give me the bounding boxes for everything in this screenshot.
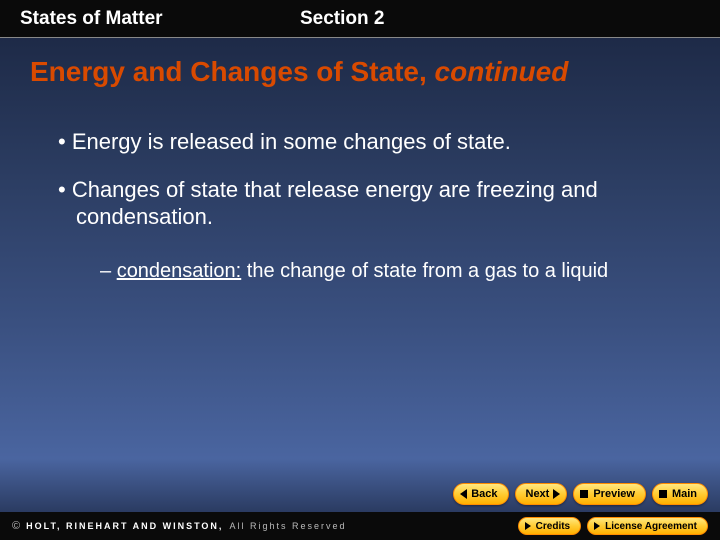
footer-bar: © HOLT, RINEHART AND WINSTON, All Rights… <box>0 512 720 540</box>
header-bar: States of Matter Section 2 <box>0 0 720 38</box>
main-icon <box>659 490 667 498</box>
back-label: Back <box>471 488 497 500</box>
heading-main: Energy and Changes of State, <box>30 56 435 87</box>
back-button[interactable]: Back <box>453 483 508 505</box>
section-label: Section 2 <box>300 8 384 30</box>
footer-buttons: Credits License Agreement <box>518 517 708 535</box>
term-condensation: condensation: <box>117 260 242 282</box>
back-arrow-icon <box>460 489 467 499</box>
term-definition: the change of state from a gas to a liqu… <box>241 260 608 282</box>
heading-wrap: Energy and Changes of State, continued <box>0 38 720 98</box>
content-area: Energy is released in some changes of st… <box>0 98 720 284</box>
heading-continued: continued <box>435 56 569 87</box>
copyright-icon: © <box>12 520 20 532</box>
copyright-holder: HOLT, RINEHART AND WINSTON, <box>26 521 223 531</box>
main-button[interactable]: Main <box>652 483 708 505</box>
chapter-title: States of Matter <box>20 8 300 30</box>
sub-bullet-1: condensation: the change of state from a… <box>100 259 680 284</box>
license-button[interactable]: License Agreement <box>587 517 708 535</box>
next-arrow-icon <box>553 489 560 499</box>
next-button[interactable]: Next <box>515 483 568 505</box>
main-label: Main <box>672 488 697 500</box>
bullet-1: Energy is released in some changes of st… <box>58 128 680 156</box>
credits-button[interactable]: Credits <box>518 517 581 535</box>
nav-bar: Back Next Preview Main <box>453 483 708 505</box>
credits-arrow-icon <box>525 522 531 530</box>
bullet-2: Changes of state that release energy are… <box>58 176 680 231</box>
credits-label: Credits <box>536 521 570 532</box>
license-arrow-icon <box>594 522 600 530</box>
copyright-rights: All Rights Reserved <box>229 521 346 531</box>
preview-icon <box>580 490 588 498</box>
slide-heading: Energy and Changes of State, continued <box>30 56 690 88</box>
preview-label: Preview <box>593 488 635 500</box>
license-label: License Agreement <box>605 521 697 532</box>
next-label: Next <box>526 488 550 500</box>
preview-button[interactable]: Preview <box>573 483 646 505</box>
copyright: © HOLT, RINEHART AND WINSTON, All Rights… <box>12 520 346 532</box>
